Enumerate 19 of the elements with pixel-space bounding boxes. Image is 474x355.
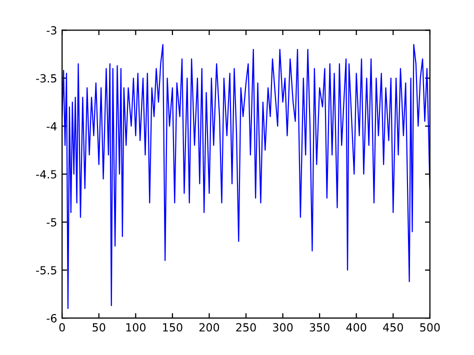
x-tick-label: 350	[310, 323, 330, 332]
x-tick-label: 250	[236, 323, 256, 332]
x-tick-label: 50	[92, 323, 106, 332]
x-tick-label: 400	[346, 323, 366, 332]
y-tick-label: -4	[46, 122, 57, 130]
x-tick-label: 0	[59, 323, 65, 332]
x-tick-label: 450	[383, 323, 403, 332]
y-tick-label: -5.5	[36, 266, 56, 274]
x-tick-label: 500	[420, 323, 440, 332]
y-tick-label: -5	[46, 218, 56, 226]
x-tick-label: 200	[199, 323, 220, 332]
y-tick-label: -3.5	[36, 74, 56, 83]
y-tick-label: -4.5	[36, 170, 56, 179]
y-tick-label: -3	[46, 26, 56, 35]
x-tick-label: 100	[126, 323, 146, 332]
x-tick-label: 300	[273, 323, 293, 332]
line-series	[62, 44, 430, 310]
y-tick-label: -6	[46, 314, 57, 322]
x-tick-label: 150	[163, 323, 182, 332]
